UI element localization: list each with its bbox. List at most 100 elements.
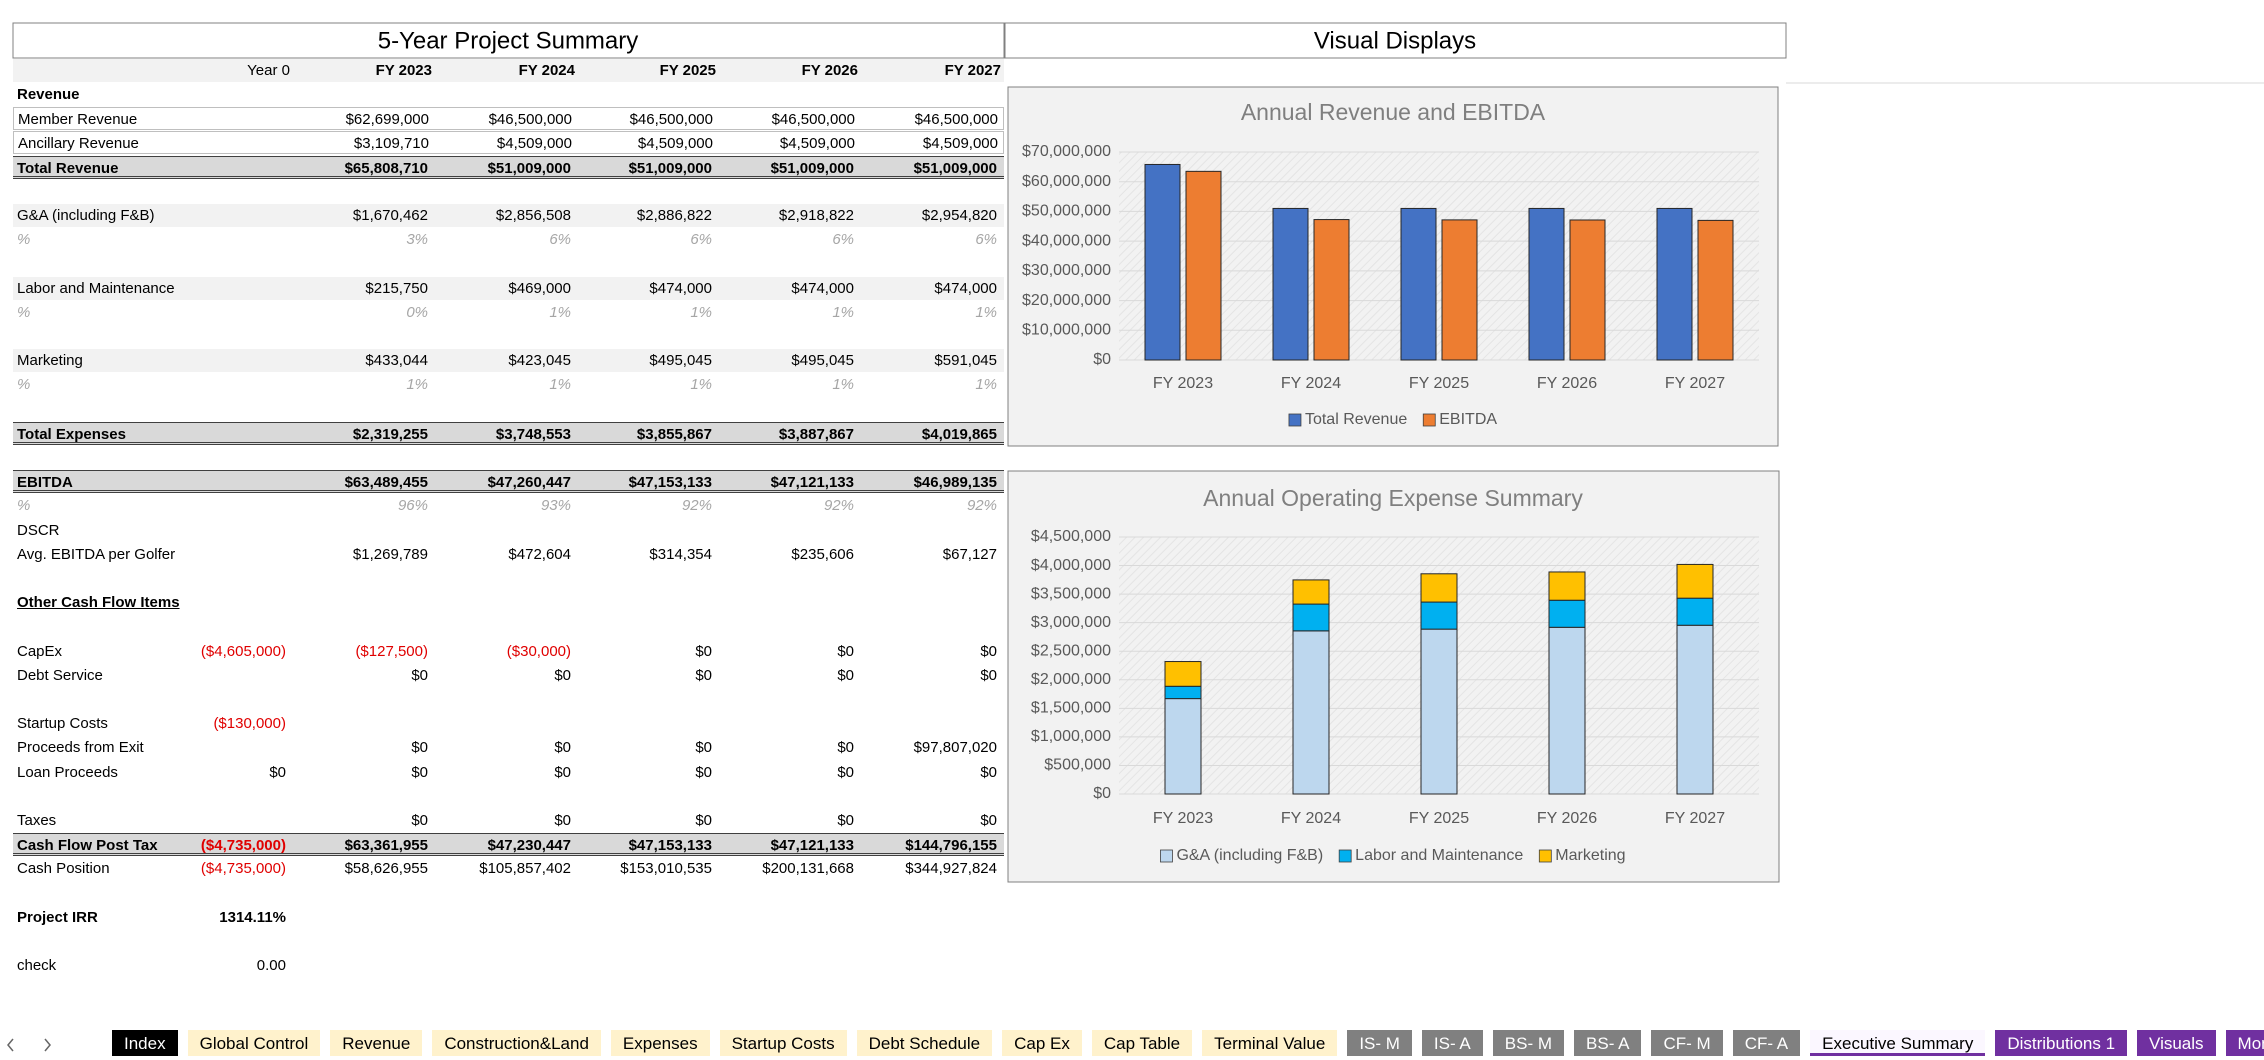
table-row: Loan Proceeds $0 $0 $0 $0 $0 $0 xyxy=(13,761,1004,784)
sheet-tab[interactable]: BS- M xyxy=(1492,1030,1565,1056)
cell-value: $235,606 xyxy=(791,545,854,563)
bar xyxy=(1185,170,1222,361)
column-header: FY 2023 xyxy=(375,62,432,79)
bar-segment xyxy=(1164,661,1202,687)
table-row: Taxes $0 $0 $0 $0 $0 xyxy=(13,809,1004,832)
cell-value: $0 xyxy=(695,763,712,781)
cell-value: $51,009,000 xyxy=(770,159,854,177)
sheet-tab[interactable]: Visuals xyxy=(2137,1030,2216,1056)
row-label: EBITDA xyxy=(17,474,73,492)
row-label: Total Expenses xyxy=(17,425,126,443)
bar-segment xyxy=(1420,573,1458,603)
bar xyxy=(1656,207,1693,361)
table-row: Avg. EBITDA per Golfer $1,269,789 $472,604… xyxy=(13,543,1004,566)
cell-value: $4,509,000 xyxy=(922,135,998,153)
y-tick-label: $500,000 xyxy=(1044,757,1111,774)
sheet-tab[interactable]: Cap Ex xyxy=(1002,1030,1082,1056)
legend-swatch xyxy=(1338,849,1352,863)
row-label: Revenue xyxy=(17,86,80,103)
cell-value: $47,121,133 xyxy=(770,474,854,492)
sheet-tab[interactable]: IS- A xyxy=(1421,1030,1483,1056)
sheet-tab[interactable]: Startup Costs xyxy=(719,1030,847,1056)
row-label: Total Revenue xyxy=(17,159,119,177)
cell-value: $0 xyxy=(980,666,997,684)
legend-label: Total Revenue xyxy=(1305,411,1407,428)
sheet-nav xyxy=(7,1038,51,1052)
table-row: Project IRR 1314.11% xyxy=(13,906,1004,929)
cell-value: $0 xyxy=(269,763,286,781)
cell-value: $474,000 xyxy=(791,279,854,297)
sheet-tab[interactable]: Distributions 1 xyxy=(1995,1030,2128,1056)
cell-value: $63,361,955 xyxy=(344,837,428,855)
cell-value: 6% xyxy=(975,231,997,249)
sheet-tab[interactable]: Construction&Land xyxy=(432,1030,601,1056)
nav-next[interactable] xyxy=(44,1038,51,1052)
summary-title: 5-Year Project Summary xyxy=(378,27,639,54)
y-tick-label: $30,000,000 xyxy=(1022,262,1111,279)
table-row: % 1% 1% 1% 1% 1% xyxy=(13,373,1004,396)
cell-value: $3,109,710 xyxy=(353,135,429,153)
sheet-tab[interactable]: Index xyxy=(112,1030,178,1056)
row-label: Debt Service xyxy=(17,666,103,684)
legend-swatch xyxy=(1160,849,1173,863)
cell-value: $0 xyxy=(695,666,712,684)
sheet-tab[interactable]: Terminal Value xyxy=(1202,1030,1338,1056)
y-tick-label: $0 xyxy=(1093,351,1111,368)
row-label: % xyxy=(17,376,31,394)
table-row: % 3% 6% 6% 6% 6% xyxy=(13,228,1004,251)
bar xyxy=(1313,219,1350,361)
cell-value: $474,000 xyxy=(934,279,997,297)
visual-title: Visual Displays xyxy=(1314,27,1476,54)
table-row: Member Revenue $62,699,000 $46,500,000 $46,… xyxy=(13,107,1004,131)
cell-value: $423,045 xyxy=(508,352,571,370)
column-header: FY 2024 xyxy=(518,62,575,79)
sheet-tab[interactable]: IS- M xyxy=(1347,1030,1412,1056)
cell-value: $47,153,133 xyxy=(628,837,712,855)
y-tick-label: $2,000,000 xyxy=(1031,671,1111,688)
y-tick-label: $2,500,000 xyxy=(1031,642,1111,659)
cell-value: $0 xyxy=(411,812,428,829)
cell-value: 1% xyxy=(690,303,712,321)
cell-value: $4,509,000 xyxy=(637,135,713,153)
cell-value: $215,750 xyxy=(365,279,428,297)
visual-header xyxy=(1004,22,1787,59)
cell-value: $47,121,133 xyxy=(770,837,854,855)
sheet-tab[interactable]: CF- A xyxy=(1732,1030,1801,1056)
cell-value: $469,000 xyxy=(508,279,571,297)
summary-header xyxy=(12,22,1005,59)
sheet-tab[interactable]: Global Control xyxy=(187,1030,321,1056)
sheet-tab[interactable]: Cap Table xyxy=(1091,1030,1193,1056)
sheet-tab[interactable]: Debt Schedule xyxy=(856,1030,993,1056)
cell-value: 1% xyxy=(832,376,854,394)
cell-value: $0 xyxy=(837,642,854,660)
cell-value: $0 xyxy=(554,739,571,757)
bar-segment xyxy=(1676,624,1714,795)
cell-value: $0 xyxy=(554,763,571,781)
cell-value: ($4,735,000) xyxy=(200,860,286,878)
bar xyxy=(1400,207,1437,361)
legend-label: G&A (including F&B) xyxy=(1176,847,1323,864)
cell-value: $344,927,824 xyxy=(905,860,997,878)
column-header: FY 2025 xyxy=(659,62,716,79)
nav-prev[interactable] xyxy=(7,1038,14,1052)
table-row: % 0% 1% 1% 1% 1% xyxy=(13,301,1004,324)
cell-value: ($130,000) xyxy=(213,715,286,733)
sheet-tab[interactable]: Executive Summary xyxy=(1810,1030,1986,1056)
bar xyxy=(1569,219,1606,361)
cell-value: $0 xyxy=(837,812,854,829)
bar xyxy=(1144,163,1181,361)
sheet-tab[interactable]: BS- A xyxy=(1574,1030,1642,1056)
cell-value: 1314.11% xyxy=(219,908,286,926)
row-label: G&A (including F&B) xyxy=(17,207,155,224)
table-row: CapEx ($4,605,000) ($127,500) ($30,000) $0 $0… xyxy=(13,640,1004,663)
sheet-tab[interactable]: CF- M xyxy=(1651,1030,1723,1056)
table-row: Labor and Maintenance $215,750 $469,000 $47… xyxy=(13,276,1004,300)
bar xyxy=(1697,219,1734,361)
y-tick-label: $4,000,000 xyxy=(1031,557,1111,574)
sheet-tab[interactable]: Mon xyxy=(2225,1030,2264,1056)
cell-value: 1% xyxy=(549,376,571,394)
sheet-tab[interactable]: Expenses xyxy=(610,1030,710,1056)
bar-segment xyxy=(1676,563,1714,599)
sheet-tab[interactable]: Revenue xyxy=(330,1030,423,1056)
cell-value: ($4,735,000) xyxy=(200,837,286,855)
